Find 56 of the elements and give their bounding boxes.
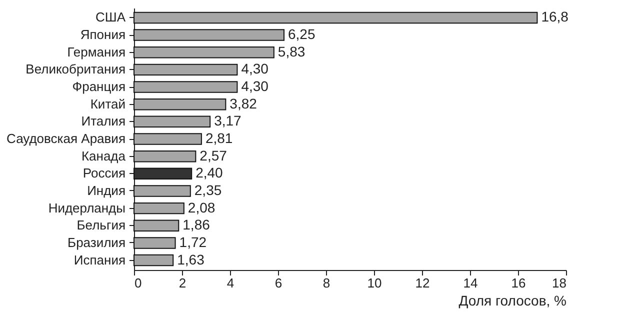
- x-tick-label: 4: [226, 276, 234, 290]
- y-tick-label: Россия: [82, 166, 126, 181]
- x-axis-title: Доля голосов, %: [458, 292, 566, 308]
- x-tick-label: 12: [415, 276, 430, 290]
- data-label: 2,57: [200, 147, 228, 164]
- bar: [134, 98, 226, 110]
- y-tick-label: Индия: [87, 182, 126, 198]
- bar: [134, 202, 184, 214]
- y-tick-label: Канада: [81, 148, 126, 164]
- y-tick-label: Германия: [67, 44, 126, 60]
- data-label: 6,25: [288, 26, 316, 42]
- y-tick-label: Испания: [74, 252, 126, 268]
- bar: [134, 46, 274, 58]
- data-label: 1,86: [182, 216, 210, 233]
- y-tick-label: Великобритания: [26, 62, 126, 77]
- x-tick-label: 6: [274, 276, 282, 290]
- data-label: 3,82: [230, 95, 258, 112]
- data-label: 2,35: [194, 182, 222, 198]
- y-tick-label: Италия: [81, 114, 126, 129]
- data-label: 4,30: [241, 78, 269, 94]
- bar: [134, 81, 238, 93]
- bar: [134, 150, 196, 162]
- x-tick-label: 0: [134, 276, 142, 290]
- data-label: 4,30: [241, 60, 269, 77]
- bar: [134, 29, 284, 41]
- x-tick-label: 18: [552, 276, 566, 290]
- data-label: 2,08: [188, 199, 216, 216]
- data-label: 2,40: [196, 164, 224, 181]
- y-tick-label: Нидерланды: [48, 200, 126, 216]
- bar: [134, 185, 191, 197]
- data-label: 16,8: [541, 8, 569, 25]
- y-tick-label: Франция: [72, 79, 126, 94]
- data-label: 5,83: [278, 43, 306, 60]
- bar: [134, 220, 180, 232]
- x-tick-label: 14: [463, 276, 478, 290]
- x-tick-label: 2: [178, 276, 186, 290]
- data-label: 1,63: [177, 251, 205, 268]
- bar: [134, 168, 192, 180]
- bar: [134, 64, 238, 76]
- y-tick-label: Бразилия: [68, 234, 126, 250]
- y-tick-label: Япония: [80, 27, 126, 42]
- bar: [134, 133, 202, 145]
- y-tick-label: Китай: [90, 96, 126, 112]
- bar: [134, 116, 211, 128]
- data-label: 1,72: [179, 234, 207, 250]
- x-tick-label: 8: [322, 276, 330, 290]
- data-label: 2,81: [205, 130, 233, 146]
- x-tick-label: 16: [511, 276, 526, 290]
- bar: [134, 254, 174, 266]
- y-tick-label: Саудовская Аравия: [6, 131, 126, 146]
- y-tick-label: Бельгия: [76, 218, 126, 233]
- data-label: 3,17: [214, 112, 242, 129]
- y-tick-label: США: [96, 10, 126, 25]
- bar: [134, 12, 538, 24]
- bar: [134, 237, 176, 249]
- x-tick-label: 10: [367, 276, 382, 290]
